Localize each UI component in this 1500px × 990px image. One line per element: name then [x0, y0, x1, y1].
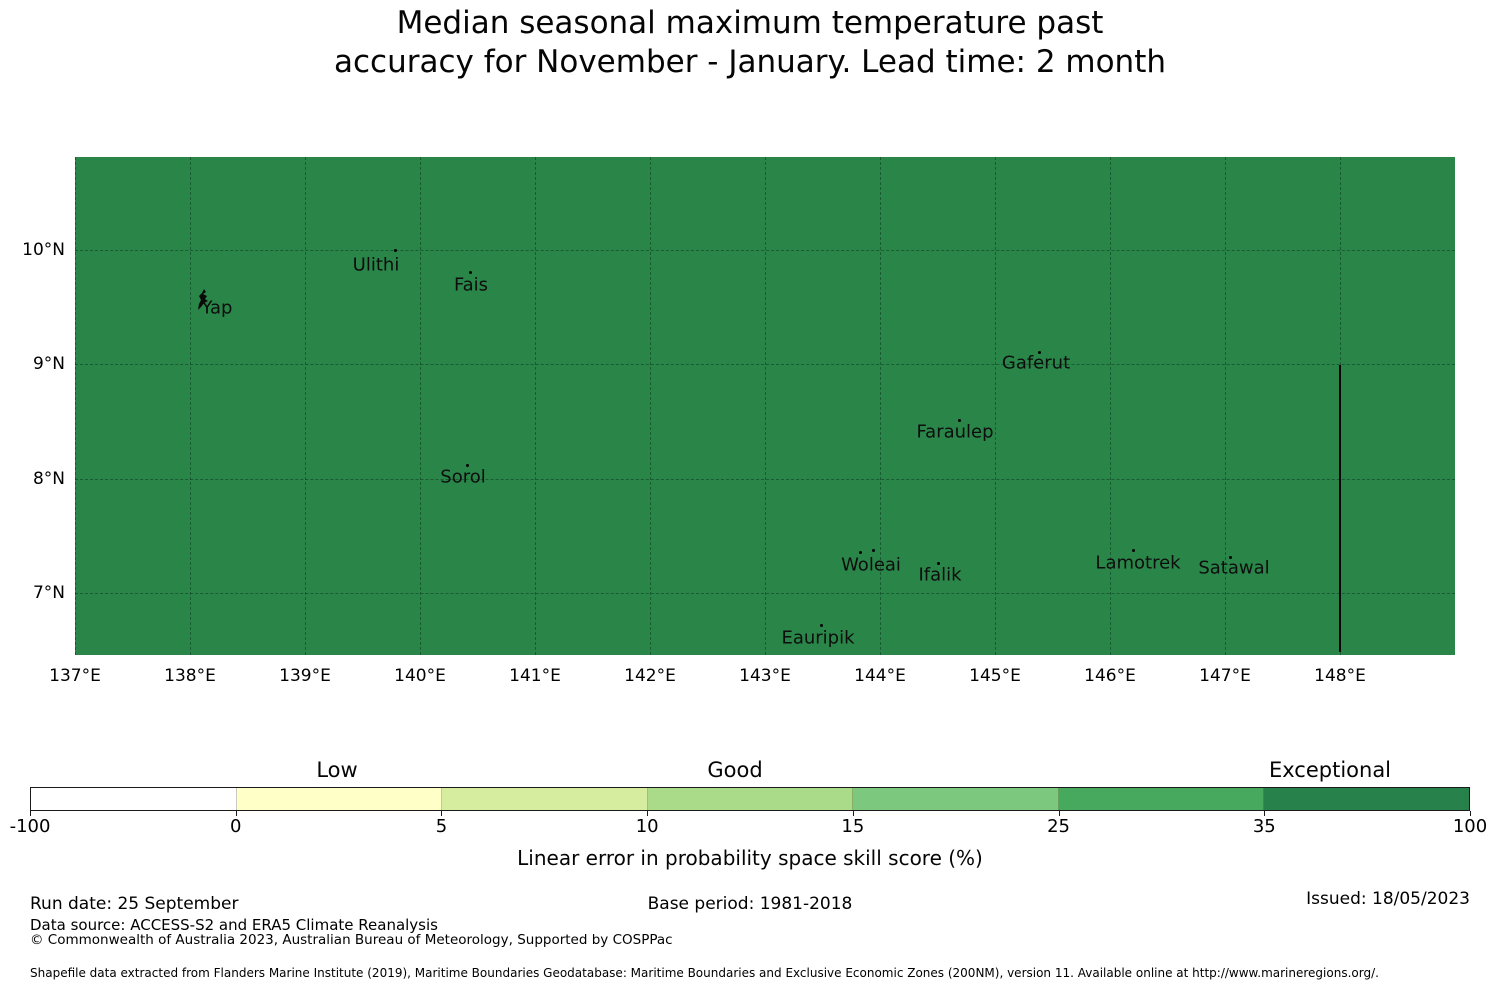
colorbar-category-label: Exceptional — [1268, 758, 1392, 782]
lon-gridline — [190, 157, 191, 655]
lat-gridline — [75, 479, 1455, 480]
island-label-woleai: Woleai — [841, 554, 901, 576]
lat-gridline — [75, 364, 1455, 365]
colorbar — [30, 787, 1470, 811]
colorbar-category-label: Low — [316, 758, 358, 782]
colorbar-tickmark — [235, 811, 237, 816]
colorbar-tick-label: 35 — [1252, 816, 1276, 837]
island-marker-dot — [1229, 556, 1232, 559]
island-marker-dot — [937, 562, 940, 565]
colorbar-segment-5 — [1058, 788, 1265, 810]
lon-tick-label: 143°E — [739, 666, 791, 686]
colorbar-segment-6 — [1264, 788, 1470, 810]
lon-gridline — [1110, 157, 1111, 655]
lon-tick-label: 138°E — [164, 666, 216, 686]
colorbar-tick-label: 25 — [1047, 816, 1071, 837]
lat-gridline — [75, 250, 1455, 251]
colorbar-tick-label: 15 — [841, 816, 865, 837]
lat-tick-label: 10°N — [22, 240, 65, 260]
lon-gridline — [535, 157, 536, 655]
lon-gridline — [995, 157, 996, 655]
issued-date-text: Issued: 18/05/2023 — [1306, 889, 1470, 909]
lon-gridline — [1225, 157, 1226, 655]
colorbar-tick-label: 10 — [635, 816, 659, 837]
lon-gridline — [650, 157, 651, 655]
island-label-ulithi: Ulithi — [352, 254, 400, 276]
colorbar-tick-label: 100 — [1452, 816, 1488, 837]
island-marker-dot — [820, 624, 823, 627]
lat-tick-label: 9°N — [32, 354, 65, 374]
island-marker-dot — [872, 549, 875, 552]
island-label-sorol: Sorol — [440, 466, 486, 488]
colorbar-tick-label: -100 — [9, 816, 51, 837]
colorbar-tickmark — [647, 811, 649, 816]
island-label-fais: Fais — [453, 274, 489, 296]
lon-gridline — [305, 157, 306, 655]
lon-tick-label: 139°E — [279, 666, 331, 686]
colorbar-segment-1 — [236, 788, 443, 810]
island-label-lamotrek: Lamotrek — [1095, 552, 1181, 574]
data-source-text: Data source: ACCESS-S2 and ERA5 Climate … — [30, 916, 438, 934]
run-date-text: Run date: 25 September — [30, 894, 239, 914]
island-label-yap: Yap — [201, 297, 233, 319]
island-label-ifalik: Ifalik — [918, 564, 962, 586]
island-label-gaferut: Gaferut — [1001, 352, 1071, 374]
colorbar-segment-3 — [647, 788, 854, 810]
lon-tick-label: 148°E — [1314, 666, 1366, 686]
lon-gridline — [75, 157, 76, 655]
island-label-faraulep: Faraulep — [916, 421, 994, 443]
colorbar-tick-label: 5 — [435, 816, 448, 837]
colorbar-segment-0 — [31, 788, 237, 810]
colorbar-tickmark — [30, 811, 31, 816]
lon-tick-label: 142°E — [624, 666, 676, 686]
colorbar-tickmark — [1058, 811, 1060, 816]
colorbar-tickmark — [1264, 811, 1266, 816]
chart-title-line1: Median seasonal maximum temperature past — [396, 5, 1104, 41]
lon-tick-label: 146°E — [1084, 666, 1136, 686]
island-marker-dot — [1132, 549, 1135, 552]
island-marker-dot — [466, 464, 469, 467]
colorbar-segment-2 — [442, 788, 648, 810]
lat-gridline — [75, 593, 1455, 594]
chart-title-line2: accuracy for November - January. Lead ti… — [333, 44, 1167, 80]
island-label-satawal: Satawal — [1198, 557, 1270, 579]
lon-tick-label: 141°E — [509, 666, 561, 686]
lon-gridline — [880, 157, 881, 655]
lon-gridline — [420, 157, 421, 655]
colorbar-tickmark — [852, 811, 854, 816]
lat-tick-label: 7°N — [32, 583, 65, 603]
lon-tick-label: 147°E — [1199, 666, 1251, 686]
map-plot: Yap Ulithi Fais Sorol Gaferut Faraulep Woleai I… — [75, 157, 1455, 655]
colorbar-tick-label: 0 — [229, 816, 242, 837]
island-marker-dot — [1038, 351, 1041, 354]
colorbar-axis-label: Linear error in probability space skill … — [517, 846, 983, 870]
lon-tick-label: 144°E — [854, 666, 906, 686]
lon-gridline — [765, 157, 766, 655]
shapefile-attribution-text: Shapefile data extracted from Flanders M… — [30, 966, 1379, 980]
colorbar-tickmark — [441, 811, 443, 816]
base-period-text: Base period: 1981-2018 — [647, 894, 853, 914]
maritime-boundary-line — [1339, 365, 1341, 652]
colorbar-category-label: Good — [707, 758, 763, 782]
island-marker-dot — [469, 271, 472, 274]
chart-title: Median seasonal maximum temperature past… — [0, 4, 1500, 82]
colorbar-tickmark — [1470, 811, 1471, 816]
island-marker-dot — [859, 551, 862, 554]
lon-tick-label: 137°E — [49, 666, 101, 686]
colorbar-segment-4 — [853, 788, 1059, 810]
island-marker-dot — [958, 419, 961, 422]
lon-tick-label: 145°E — [969, 666, 1021, 686]
island-label-eauripik: Eauripik — [781, 627, 855, 649]
copyright-text: © Commonwealth of Australia 2023, Austra… — [30, 932, 673, 948]
island-marker-dot — [394, 249, 397, 252]
lat-tick-label: 8°N — [32, 469, 65, 489]
lon-tick-label: 140°E — [394, 666, 446, 686]
yap-island-shape — [196, 289, 212, 311]
